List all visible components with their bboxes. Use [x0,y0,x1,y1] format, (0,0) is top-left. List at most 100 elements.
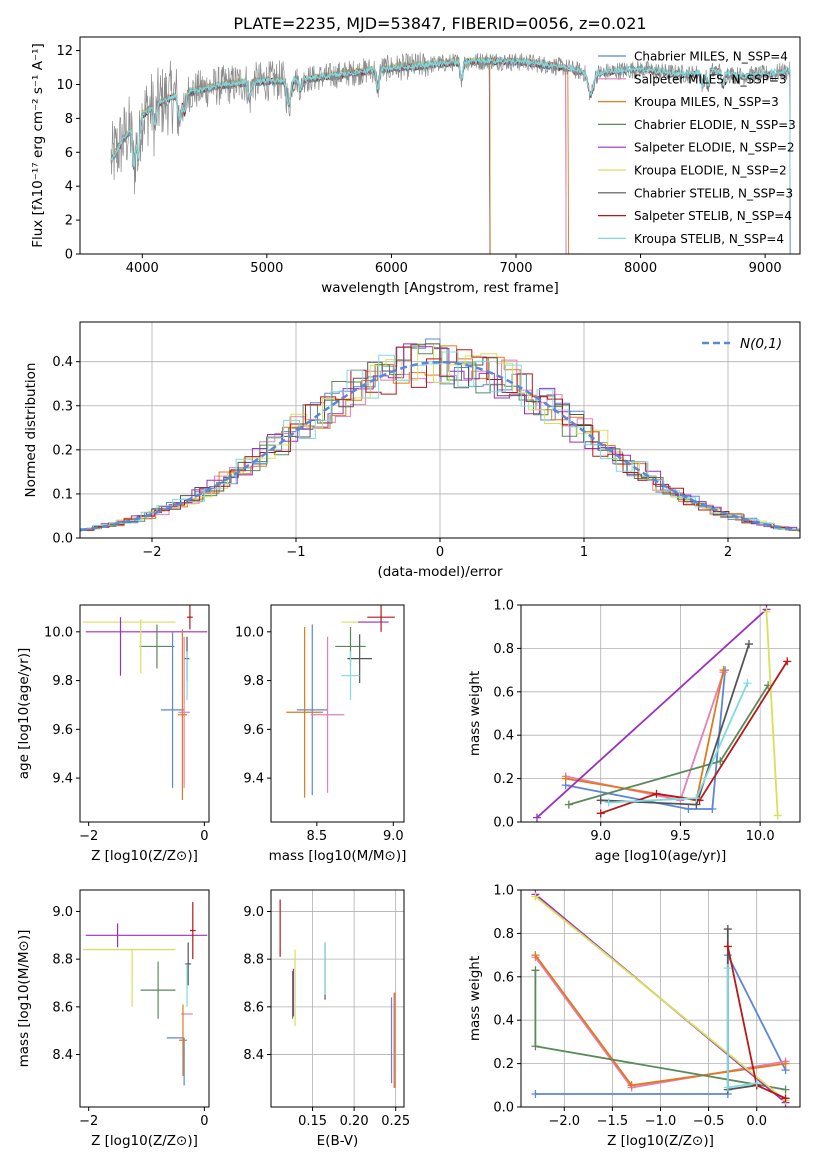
plot-area [532,605,792,822]
model-spectrum-line [110,55,570,254]
x-tick-label: 0.20 [340,1114,369,1129]
y-axis-label: Normed distribution [23,363,39,498]
plot-area [531,890,790,1107]
y-tick-label: 9.4 [52,772,73,787]
x-tick-label: −2.0 [549,1114,581,1129]
mass-weight-marker [781,1059,790,1068]
y-axis-label: Flux [fλ10⁻¹⁷ erg cm⁻² s⁻¹ A⁻¹] [30,43,46,248]
x-tick-label: 2 [724,545,732,560]
mass-weight-marker [723,925,732,934]
plot-area [82,901,208,1086]
mass-weight-marker [743,679,752,688]
x-tick-label: 5000 [250,261,283,276]
mass-weight-marker [531,966,540,975]
residuals-panel: −2 −1 0 1 2 0.0 0.1 0.2 0.3 0.4 (data-model)/error… [23,321,801,580]
x-tick-label: 4000 [126,261,159,276]
y-tick-label: 9.6 [52,723,73,738]
mass-weight-marker [531,892,540,901]
y-tick-label: 9.0 [52,905,73,920]
y-tick-label: 1.0 [493,884,514,899]
x-tick-label: −1.5 [597,1114,629,1129]
legend-entry: Kroupa STELIB, N_SSP=4 [634,232,784,246]
age-vs-z-panel: −2 0 9.4 9.6 9.8 10.0 Z [log10(Z/Z⊙)] age [log1… [16,604,210,864]
mass-weight-marker [531,1089,540,1098]
y-tick-label: 0.1 [52,487,73,502]
y-tick-label: 9.8 [243,674,264,689]
y-tick-label: 8.6 [243,1000,264,1015]
y-tick-label: 0.0 [52,532,73,547]
x-axis-label: (data-model)/error [377,564,503,580]
model-spectrum-line [110,57,567,254]
legend-entry: Kroupa ELODIE, N_SSP=2 [634,164,787,178]
y-axis-label: mass [log10(M/M⊙)] [16,930,32,1068]
x-axis-label: Z [log10(Z/Z⊙)] [91,1133,198,1149]
x-tick-label: 1 [580,545,588,560]
legend-entry: Chabrier MILES, N_SSP=4 [634,50,788,64]
mass-weight-marker [532,813,541,822]
mass-weight-line [600,643,750,806]
y-tick-label: 9.8 [52,674,73,689]
mass-weight-marker [762,607,771,616]
x-tick-label: 0.0 [746,1114,767,1129]
legend-entry: Salpeter STELIB, N_SSP=4 [634,209,792,223]
x-tick-label: 7000 [499,261,532,276]
mass-weight-line [600,660,788,815]
y-tick-label: 0.4 [493,729,514,744]
y-tick-label: 0.2 [52,443,73,458]
y-tick-label: 0.6 [493,685,514,700]
x-tick-label: 9.0 [383,829,404,844]
legend-entry: Salpeter MILES, N_SSP=3 [634,72,787,86]
y-tick-label: 0.0 [493,816,514,831]
x-tick-label: 6000 [375,261,408,276]
residual-histogram-step [80,343,800,532]
mass-weight-line [608,682,749,804]
figure-title: PLATE=2235, MJD=53847, FIBERID=0056, z=0… [233,14,646,33]
y-tick-label: 8.4 [52,1048,73,1063]
mass-weight-marker [561,774,570,783]
mass-vs-ebv-panel: 0.15 0.20 0.25 8.4 8.6 8.8 9.0 E(B-V) [243,889,410,1149]
y-tick-label: 0 [65,248,73,263]
mass-weight-marker [684,804,693,813]
mass-weight-marker [752,1079,761,1088]
mass-weight-marker [719,666,728,675]
plot-area [286,605,395,798]
x-tick-label: −2 [79,829,98,844]
x-tick-label: 0 [436,545,444,560]
x-tick-label: 8.5 [307,829,328,844]
spectrum-panel: 4000 5000 6000 7000 8000 9000 0 2 4 6 8 10 12 wavelen… [30,36,801,296]
x-tick-label: −2 [79,1114,98,1129]
x-tick-label: 9000 [749,261,782,276]
mass-weight-marker [716,757,725,766]
legend-entry: Kroupa MILES, N_SSP=3 [634,95,779,109]
mass-weight-marker [723,942,732,951]
plot-area [110,52,791,254]
y-tick-label: 0.4 [493,1014,514,1029]
x-tick-label: 9.0 [590,829,611,844]
mass-weight-line [565,670,726,810]
y-tick-label: 0.4 [52,355,73,370]
x-axis-label: age [log10(age/yr)] [595,848,727,864]
x-tick-label: 8000 [624,261,657,276]
y-tick-label: 4 [65,180,73,195]
x-axis-label: Z [log10(Z/Z⊙)] [91,848,198,864]
mass-weight-marker [596,809,605,818]
model-spectrum-line [110,56,791,168]
legend-entry: Salpeter ELODIE, N_SSP=2 [634,141,795,155]
y-tick-label: 6 [65,146,73,161]
y-tick-label: 9.6 [243,723,264,738]
y-tick-label: 8.4 [243,1048,264,1063]
mass-weight-marker [781,1094,790,1103]
y-axis-label: age [log10(age/yr)] [16,648,32,780]
y-tick-label: 1.0 [493,599,514,614]
x-tick-label: 0.25 [381,1114,410,1129]
mass-weight-marker [652,789,661,798]
model-spectrum-line [110,58,567,254]
y-tick-label: 2 [65,214,73,229]
x-tick-label: 0 [200,829,208,844]
mass-vs-z-panel: −2 0 8.4 8.6 8.8 9.0 Z [log10(Z/Z⊙)] mass [log1… [16,889,210,1149]
y-tick-label: 0.2 [493,772,514,787]
legend-entry: N(0,1) [740,336,782,352]
y-tick-label: 9.4 [243,772,264,787]
y-tick-label: 0.8 [493,927,514,942]
mass-weight-vs-age-panel: 9.0 9.5 10.0 0.0 0.2 0.4 0.6 0.8 1.0 age [log10(a… [467,599,801,864]
